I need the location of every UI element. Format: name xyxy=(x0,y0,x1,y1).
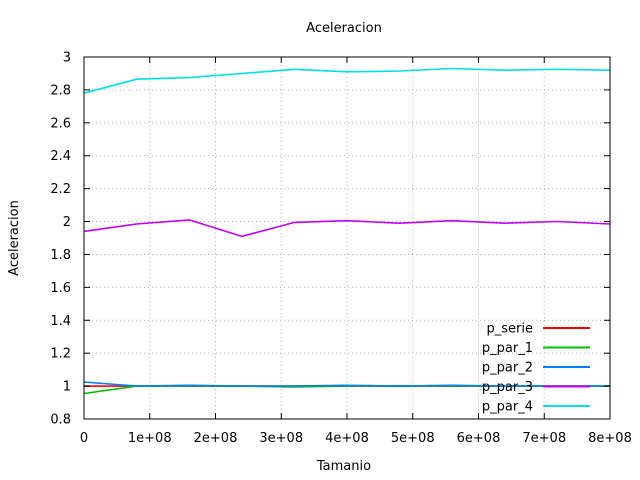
legend-label: p_par_3 xyxy=(482,380,533,395)
x-tick-label: 1e+08 xyxy=(128,431,172,446)
x-tick-label: 3e+08 xyxy=(259,431,303,446)
y-tick-label: 2 xyxy=(63,215,71,230)
x-tick-label: 7e+08 xyxy=(522,431,566,446)
series-line-p-par-2 xyxy=(83,381,610,387)
chart-title: Aceleracion xyxy=(306,21,382,36)
y-axis-label: Aceleracion xyxy=(7,200,22,276)
x-tick-label: 8e+08 xyxy=(588,431,632,446)
x-tick-labels: 0 1e+08 2e+08 3e+08 4e+08 5e+08 6e+08 7e+08 8e+0… xyxy=(80,431,632,446)
legend: p_serie p_par_1 p_par_2 p_par_3 p_par_4 xyxy=(482,322,590,415)
x-tick-label: 2e+08 xyxy=(194,431,238,446)
x-tick-label: 6e+08 xyxy=(457,431,501,446)
axis-ticks xyxy=(83,56,611,420)
x-axis-label: Tamanio xyxy=(316,459,371,474)
series-line-p-par-3 xyxy=(83,219,611,238)
legend-label: p_par_4 xyxy=(482,400,533,415)
y-tick-label: 2.2 xyxy=(50,182,71,197)
y-tick-label: 1.8 xyxy=(50,248,71,263)
legend-label: p_par_1 xyxy=(482,341,533,356)
x-tick-label: 4e+08 xyxy=(325,431,369,446)
y-tick-label: 0.8 xyxy=(50,413,71,428)
legend-label: p_par_2 xyxy=(482,361,533,376)
series-line-p-par-4 xyxy=(83,67,611,94)
y-tick-label: 2.6 xyxy=(50,116,71,131)
y-tick-label: 2.4 xyxy=(50,149,71,164)
y-tick-label: 1.2 xyxy=(50,347,71,362)
y-tick-label: 2.8 xyxy=(50,83,71,98)
y-tick-label: 1 xyxy=(63,380,71,395)
y-tick-label: 1.4 xyxy=(50,314,71,329)
y-tick-label: 3 xyxy=(63,51,71,66)
x-tick-label: 5e+08 xyxy=(391,431,435,446)
x-tick-label: 0 xyxy=(80,431,88,446)
y-tick-label: 1.6 xyxy=(50,281,71,296)
series-lines xyxy=(83,67,611,395)
y-tick-labels: 0.8 1 1.2 1.4 1.6 1.8 2 2.2 2.4 2.6 2.8 3 xyxy=(50,51,71,428)
legend-label: p_serie xyxy=(487,322,533,337)
grid xyxy=(84,57,610,419)
